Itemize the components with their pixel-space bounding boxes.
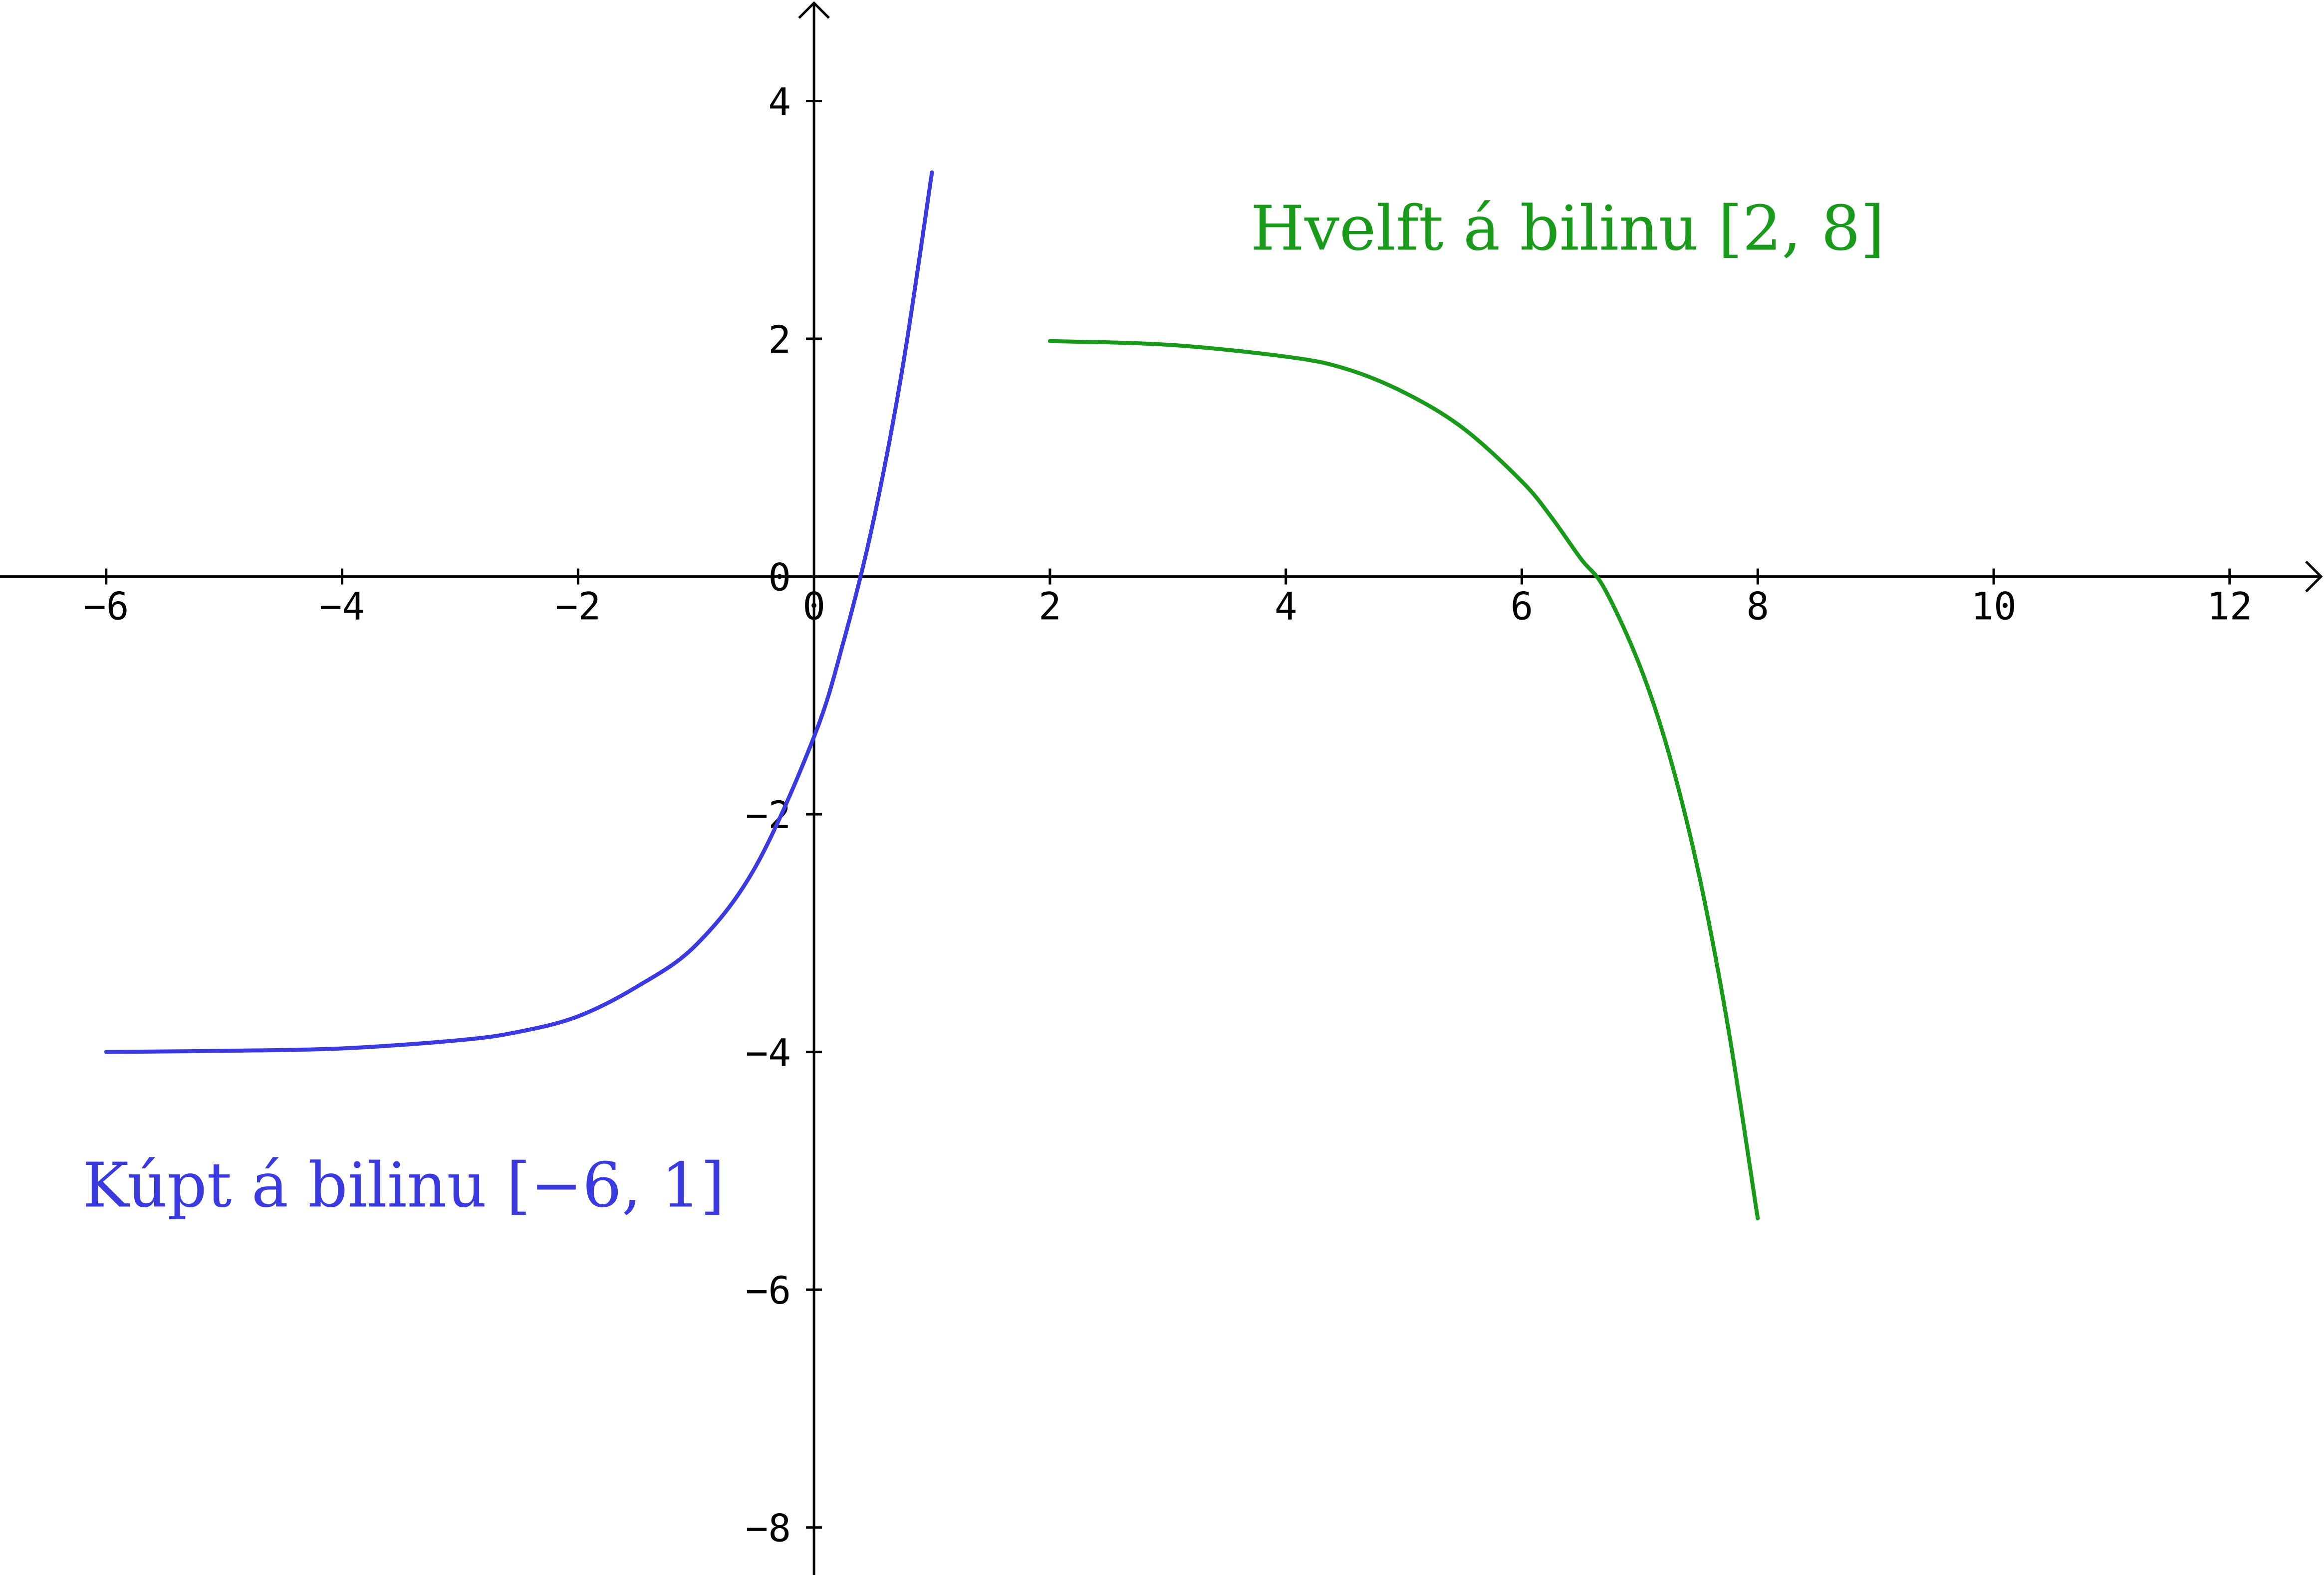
x-axis-arrow (2305, 560, 2323, 593)
x-tick-label: 8 (1746, 584, 1769, 629)
x-tick-label: −4 (319, 584, 365, 629)
y-tick-label: −2 (746, 793, 791, 837)
x-tick-label: 2 (1038, 584, 1061, 629)
x-tick-label: 6 (1511, 584, 1534, 629)
x-tick-label: 12 (2207, 584, 2253, 629)
convex-curve-line (104, 170, 934, 1054)
x-tick-label: 0 (802, 584, 825, 629)
curves (104, 170, 1760, 1221)
y-tick-label: −6 (746, 1268, 791, 1313)
y-tick-label: −8 (746, 1506, 791, 1551)
y-tick-label: 4 (768, 80, 791, 124)
concave-curve-line (1047, 339, 1760, 1221)
x-tick-label: −2 (555, 584, 601, 629)
x-tick-label: 4 (1275, 584, 1297, 629)
x-tick-label: −6 (83, 584, 129, 629)
annotations: Hvelft á bilinu [2, 8] Kúpt á bilinu [−6,… (82, 193, 1884, 1221)
x-tick-label: 10 (1971, 584, 2017, 629)
y-tick-label: 0 (768, 555, 791, 600)
concave-interval-label: Hvelft á bilinu [2, 8] (1251, 193, 1885, 264)
convex-interval-label: Kúpt á bilinu [−6, 1] (82, 1149, 725, 1221)
y-axis-arrow (798, 1, 830, 19)
y-tick-label: −4 (746, 1031, 791, 1075)
y-tick-label: 2 (768, 317, 791, 362)
